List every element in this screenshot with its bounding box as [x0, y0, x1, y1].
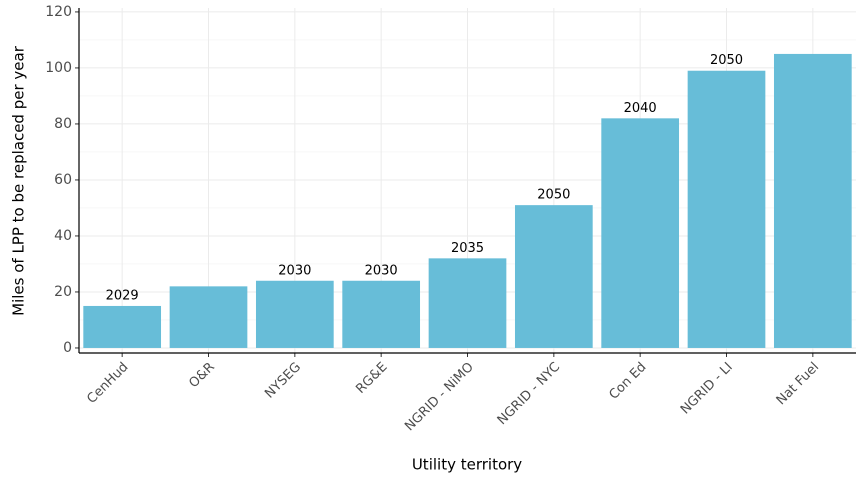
- bar: [773, 53, 852, 348]
- y-tick-label: 120: [45, 4, 72, 20]
- y-axis-title: Miles of LPP to be replaced per year: [10, 45, 28, 316]
- bar-label: 2029: [106, 288, 139, 303]
- bar-label: 2050: [710, 53, 743, 68]
- bar: [83, 305, 162, 348]
- bar-label: 2040: [624, 101, 657, 116]
- bar: [514, 205, 593, 348]
- bar-label: 2030: [365, 263, 398, 278]
- y-tick-label: 20: [54, 284, 72, 300]
- bar: [169, 286, 248, 348]
- y-tick-label: 40: [54, 228, 72, 244]
- bar-label: 2050: [537, 188, 570, 203]
- y-tick-label: 60: [54, 172, 72, 188]
- bar: [687, 70, 766, 348]
- bar: [342, 280, 421, 348]
- x-tick-label: NGRID - NiMO: [402, 360, 477, 435]
- bar: [601, 118, 680, 348]
- y-tick-label: 100: [45, 60, 72, 76]
- x-tick-label: NGRID - NYC: [495, 360, 563, 428]
- x-tick-label: Con Ed: [606, 360, 649, 403]
- y-tick-label: 0: [63, 340, 72, 356]
- x-tick-label: O&R: [186, 360, 217, 391]
- bar: [255, 280, 334, 348]
- bar: [428, 258, 507, 348]
- x-tick-label: CenHud: [84, 360, 131, 407]
- x-axis-title: Utility territory: [412, 456, 522, 474]
- y-tick-label: 80: [54, 116, 72, 132]
- x-tick-label: NYSEG: [262, 360, 304, 402]
- bar-label: 2030: [278, 263, 311, 278]
- bar-label: 2035: [451, 241, 484, 256]
- x-tick-label: RG&E: [353, 360, 390, 397]
- x-tick-label: Nat Fuel: [774, 360, 822, 408]
- x-tick-label: NGRID - LI: [678, 360, 736, 418]
